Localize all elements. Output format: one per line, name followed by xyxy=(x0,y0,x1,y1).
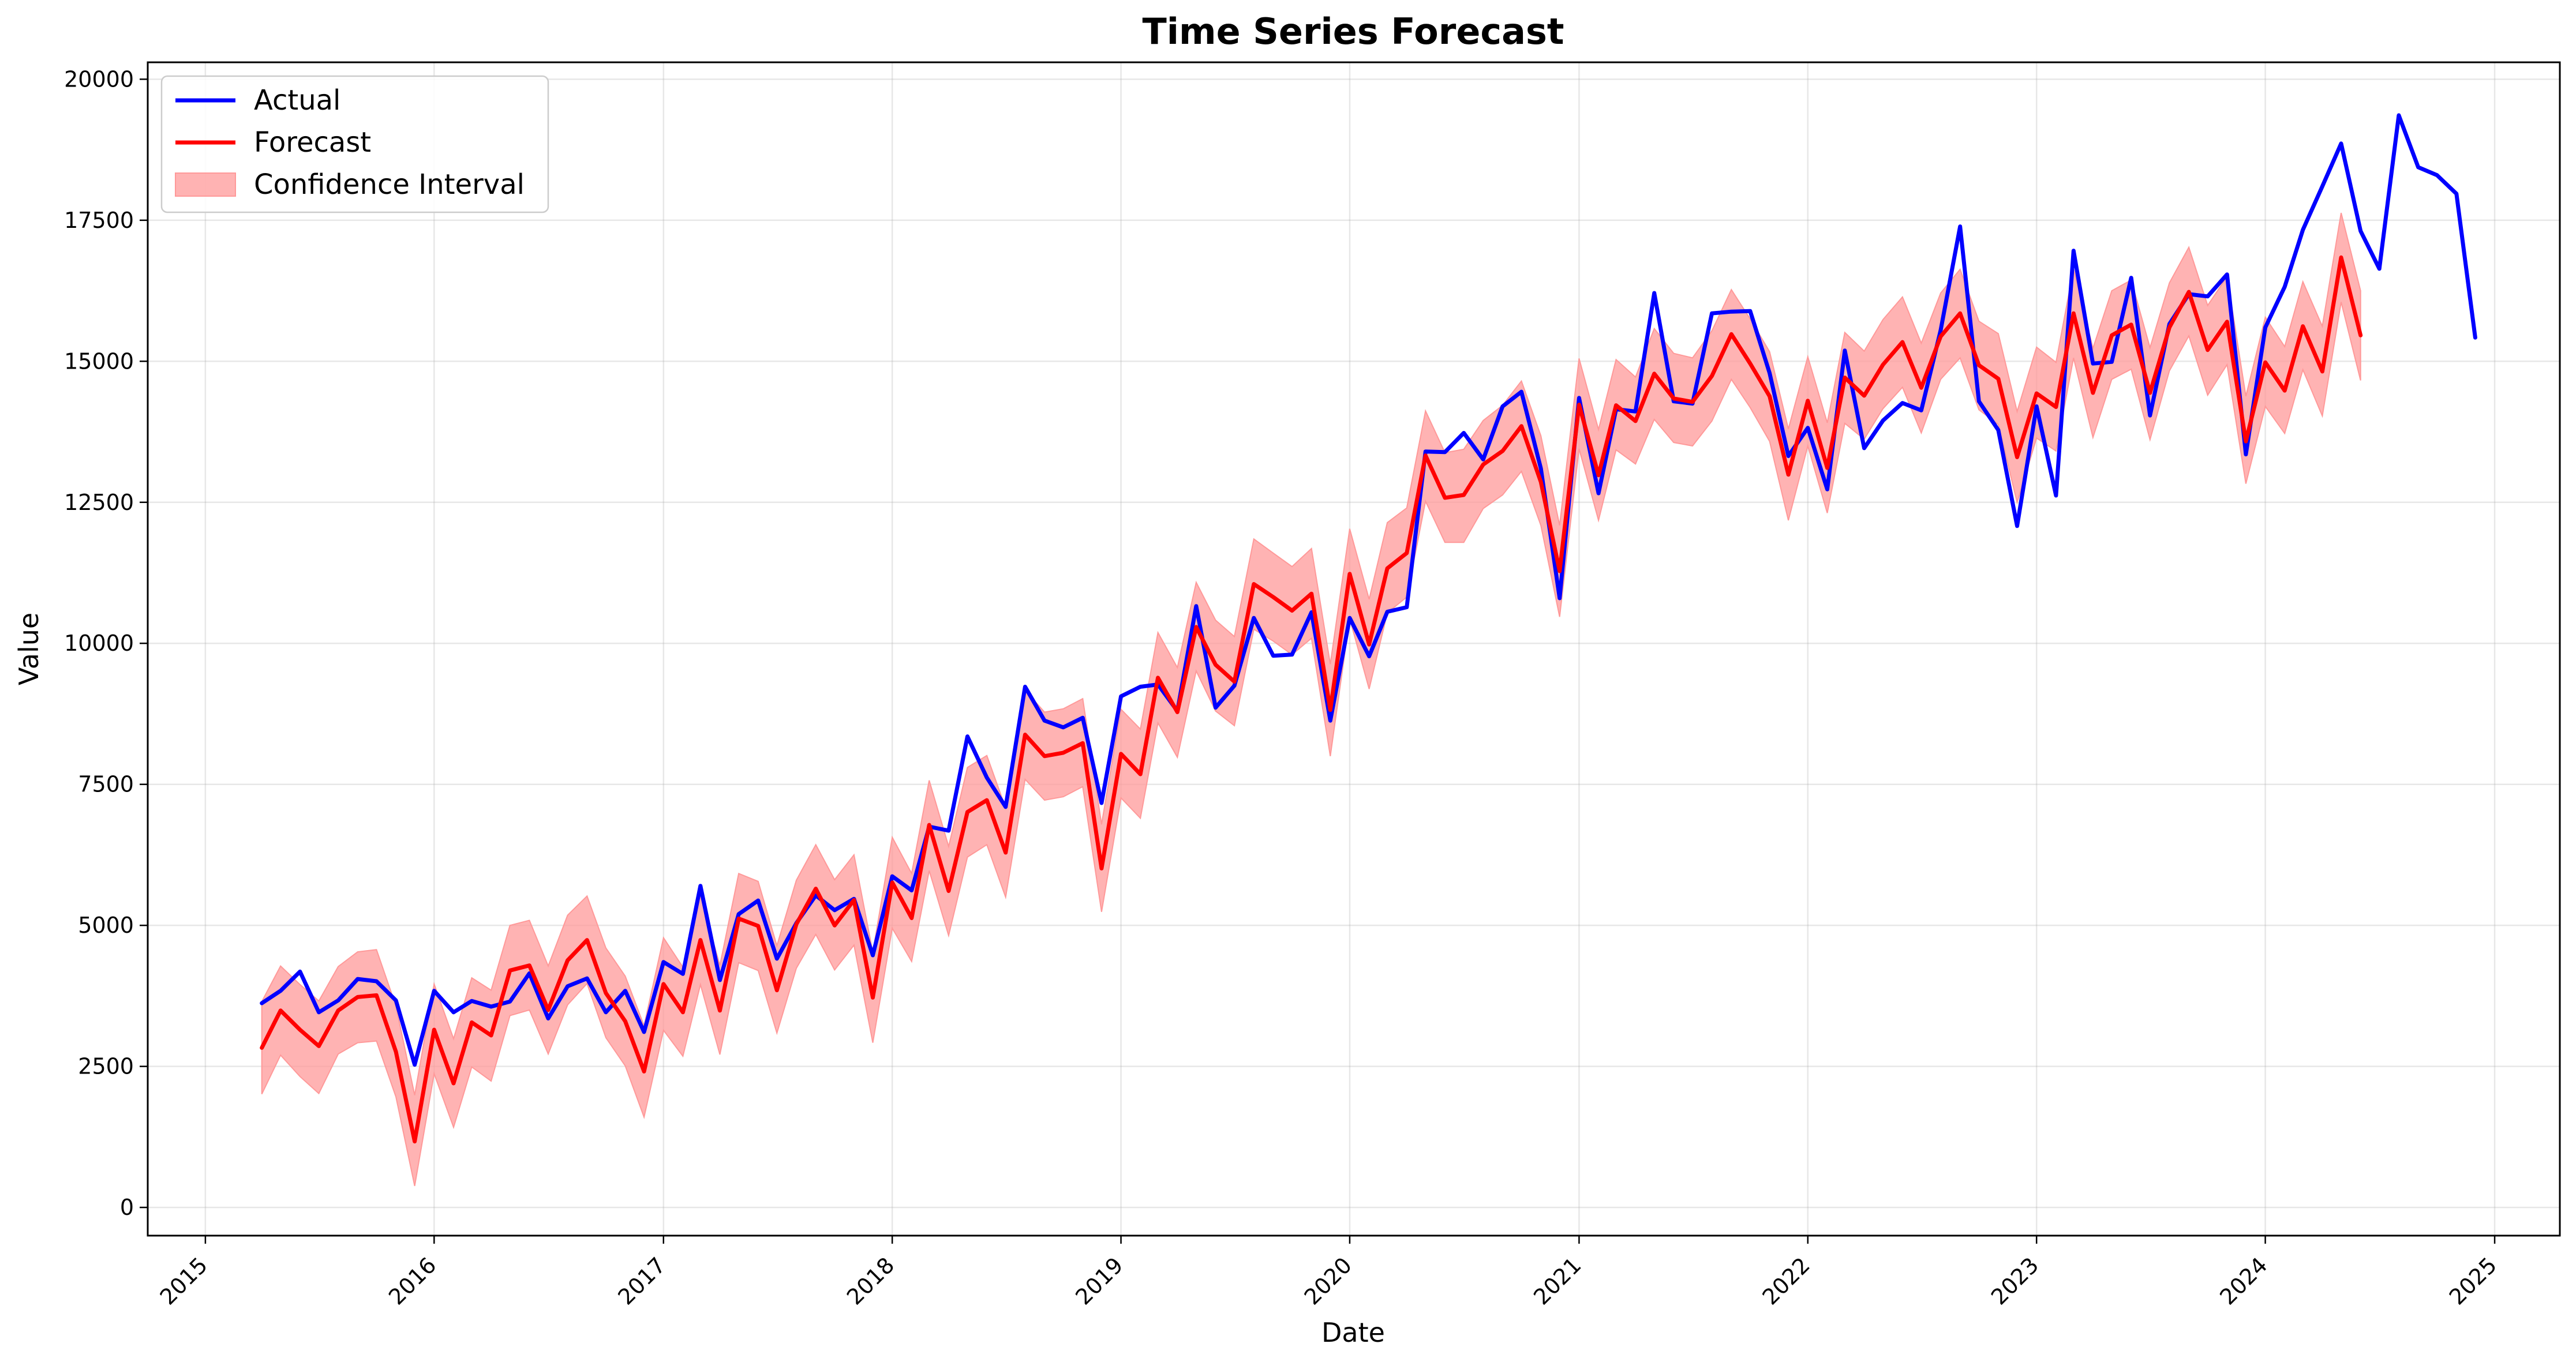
y-tick-label: 2500 xyxy=(78,1054,134,1079)
y-tick-label: 15000 xyxy=(64,348,134,374)
x-axis-title: Date xyxy=(1321,1317,1385,1348)
legend-swatch-confidence-interval xyxy=(175,172,236,197)
y-tick-label: 7500 xyxy=(78,772,134,797)
actual-series-line xyxy=(260,113,2477,1067)
series-lines-layer xyxy=(260,113,2477,1144)
legend-label-confidence-interval: Confidence Interval xyxy=(254,168,525,201)
y-tick-label: 17500 xyxy=(64,208,134,233)
y-tick-label: 12500 xyxy=(64,490,134,515)
legend-label-actual: Actual xyxy=(254,84,340,117)
y-axis-title: Value xyxy=(13,613,44,685)
chart-title: Time Series Forecast xyxy=(1142,10,1564,52)
grid-lines xyxy=(148,62,2560,1236)
legend: Actual Forecast Confidence Interval xyxy=(160,75,549,213)
plot-frame xyxy=(147,61,2561,1237)
y-tick-label: 5000 xyxy=(78,913,134,938)
y-tick-label: 0 xyxy=(120,1195,134,1220)
legend-box xyxy=(160,75,549,213)
legend-label-forecast: Forecast xyxy=(254,126,371,159)
forecast-series-line xyxy=(260,255,2363,1144)
y-tick-label: 20000 xyxy=(64,66,134,92)
y-tick-label: 10000 xyxy=(64,631,134,656)
